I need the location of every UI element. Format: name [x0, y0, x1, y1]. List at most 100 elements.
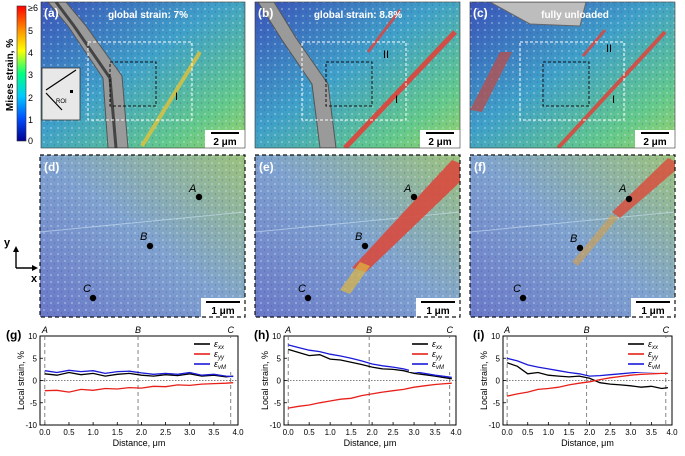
- panel-b: (b) global strain: 8.8% II I 2 μm: [255, 2, 460, 148]
- point-c: [519, 294, 527, 302]
- legend-entry: εvM: [432, 359, 444, 371]
- x-tick-label: 3.5: [429, 428, 441, 437]
- panel-label: (a): [44, 6, 59, 20]
- x-tick-label: 3.0: [184, 428, 196, 437]
- point-a: [195, 193, 203, 201]
- legend-sub: vM: [652, 365, 660, 371]
- scalebar-label: 1 μm: [426, 306, 449, 317]
- axis-x-label: x: [31, 273, 38, 285]
- legend-main: ε: [432, 349, 437, 359]
- point-label: B: [570, 233, 577, 245]
- legend-entry: εxx: [214, 339, 225, 351]
- scalebar-label: 2 μm: [428, 137, 451, 148]
- legend-sub: yy: [217, 355, 225, 361]
- x-tick-label: 4.0: [666, 428, 678, 437]
- legend-entry: εyy: [648, 349, 659, 361]
- x-tick-label: 4.0: [232, 428, 244, 437]
- marker-label: A: [41, 325, 48, 335]
- y-tick-label: 10: [28, 332, 37, 341]
- chart-h: 10 5 0 -5 -100.0 0.5 1.0 1.5 2.0 2.5 3.0 3.5 4.0 Dist…: [254, 325, 462, 448]
- colorbar: Mises strain, % ≥6 5 4 3 2 1 0: [5, 3, 38, 146]
- inset: [41, 67, 81, 121]
- x-tick-label: 1.0: [543, 428, 555, 437]
- series-line-evm: [288, 344, 452, 379]
- x-tick-label: 3.5: [646, 428, 658, 437]
- series-line-eyy: [506, 372, 668, 397]
- scalebar-label: 1 μm: [211, 306, 234, 317]
- legend-entry: εyy: [214, 349, 225, 361]
- colorbar-gradient: [16, 5, 27, 142]
- y-axis-label: Local strain, %: [16, 351, 26, 410]
- series-line-eyy: [288, 382, 452, 409]
- x-tick-label: 0.0: [502, 428, 514, 437]
- series-line-exx: [44, 371, 234, 378]
- x-tick-label: 3.0: [625, 428, 637, 437]
- scalebar-label: 2 μm: [643, 137, 666, 148]
- point-label: C: [513, 283, 521, 295]
- point-label: A: [618, 183, 626, 195]
- panel-label: (e): [259, 160, 274, 174]
- x-tick-label: 1.5: [346, 428, 358, 437]
- panel-d: A B C (d) 1 μm: [40, 155, 245, 317]
- axis-y-label: y: [4, 237, 11, 249]
- slip-band: [366, 9, 402, 53]
- point-label: A: [188, 183, 196, 195]
- band-label: I: [612, 94, 615, 106]
- panel-title: global strain: 7%: [108, 10, 188, 21]
- x-tick-label: 0.0: [39, 428, 51, 437]
- point-label: A: [403, 183, 411, 195]
- y-tick-label: -10: [25, 421, 37, 430]
- band-label: I: [175, 91, 178, 103]
- x-tick-label: 0.5: [63, 428, 75, 437]
- slip-band: [140, 50, 202, 148]
- y-tick-label: 0: [277, 377, 282, 386]
- x-tick-label: 1.0: [325, 428, 337, 437]
- panel-c: (c) fully unloaded II I 2 μm: [470, 2, 675, 148]
- slip-band: [556, 30, 667, 148]
- colorbar-tick: ≥6: [28, 3, 38, 13]
- y-tick-label: 0: [496, 377, 501, 386]
- slip-band: [612, 158, 675, 218]
- legend-main: ε: [214, 339, 219, 349]
- x-tick-label: 2.0: [367, 428, 379, 437]
- legend-main: ε: [432, 339, 437, 349]
- x-tick-label: 1.5: [563, 428, 575, 437]
- panel-label: (c): [473, 6, 488, 20]
- grain-boundary: [47, 2, 129, 148]
- x-tick-label: 3.5: [208, 428, 220, 437]
- series-line-exx: [288, 348, 452, 380]
- slip-band: [352, 160, 460, 272]
- y-tick-label: 10: [491, 332, 500, 341]
- grain-boundary: [257, 2, 337, 148]
- marker-label: C: [446, 325, 453, 335]
- y-tick-label: -10: [269, 421, 281, 430]
- panel-f: A B C (f) 1 μm: [470, 155, 675, 317]
- axes-indicator: y x: [4, 237, 38, 285]
- point-label: C: [298, 283, 306, 295]
- x-tick-label: 3.0: [408, 428, 420, 437]
- colorbar-tick: 2: [28, 93, 33, 103]
- series-line-eyy: [44, 382, 234, 393]
- y-tick-label: -5: [274, 399, 282, 408]
- x-axis-label: Distance, μm: [561, 438, 614, 448]
- legend-sub: yy: [651, 355, 659, 361]
- legend-sub: xx: [435, 345, 443, 351]
- x-tick-label: 2.5: [605, 428, 617, 437]
- legend-main: ε: [648, 359, 653, 369]
- panel-label: (b): [258, 6, 273, 20]
- marker-label: A: [284, 325, 291, 335]
- point-b: [576, 244, 584, 252]
- legend-entry: εvM: [214, 359, 226, 371]
- x-tick-label: 2.0: [584, 428, 596, 437]
- y-tick-label: 5: [277, 354, 282, 363]
- point-c: [89, 294, 97, 302]
- roi-box: [87, 41, 193, 121]
- marker-label: C: [663, 325, 670, 335]
- y-axis-label: Local strain, %: [260, 351, 270, 410]
- x-tick-label: 2.5: [160, 428, 172, 437]
- chart-g: 10 5 0 -5 -100.0 0.5 1.0 1.5 2.0 2.5 3.0 3.5 4.0 Dist…: [6, 325, 244, 448]
- y-tick-label: 10: [272, 332, 281, 341]
- panel-e: A B C (e) 1 μm: [255, 155, 460, 317]
- panel-label: (i): [473, 328, 484, 342]
